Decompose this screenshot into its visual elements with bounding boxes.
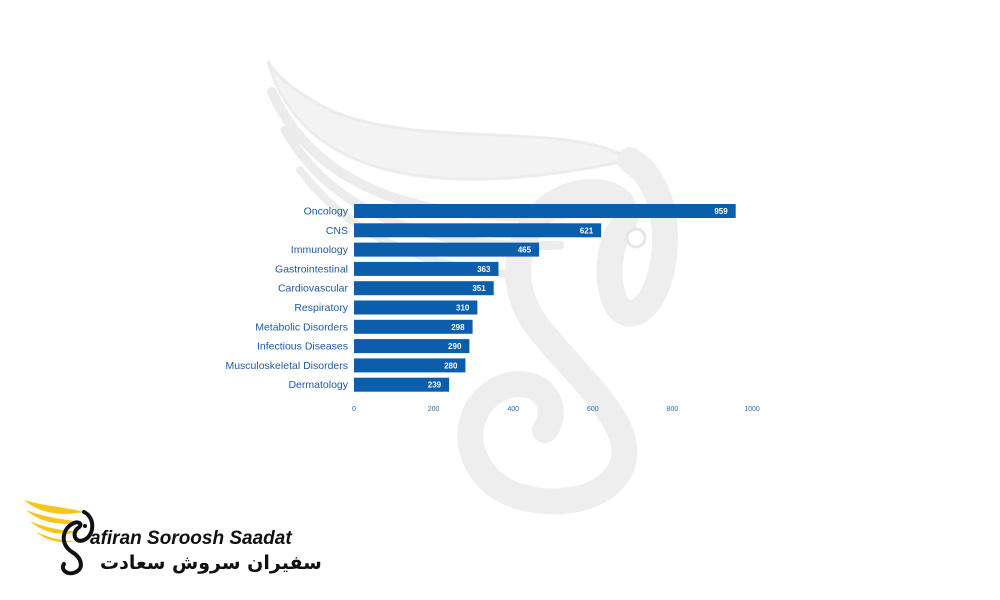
x-tick-label: 200 (428, 406, 440, 413)
x-axis-ticks: 0 200 400 600 800 1000 (352, 406, 760, 413)
value-label: 363 (477, 265, 491, 274)
category-label: Infectious Diseases (257, 341, 348, 353)
category-label: Gastrointestinal (275, 263, 348, 275)
category-label: Immunology (291, 244, 349, 256)
x-tick-label: 1000 (744, 406, 760, 413)
value-label: 239 (428, 381, 442, 390)
category-label: Oncology (304, 206, 349, 218)
bars-layer (354, 204, 736, 392)
bar-infectious-diseases (354, 339, 470, 354)
x-tick-label: 400 (507, 406, 519, 413)
value-label: 298 (451, 323, 465, 332)
value-label: 351 (472, 284, 486, 293)
category-label: Cardiovascular (278, 283, 349, 295)
bar-respiratory (354, 300, 478, 315)
logo-wing-emblem-icon (24, 500, 95, 576)
value-label: 290 (448, 342, 462, 351)
bar-gastrointestinal (354, 261, 499, 276)
bar-oncology (354, 204, 736, 218)
category-label: Metabolic Disorders (255, 321, 348, 333)
bar-cardiovascular (354, 281, 494, 296)
category-label: CNS (326, 225, 348, 237)
value-label: 465 (518, 246, 532, 255)
bar-musculoskeletal-disorders (354, 358, 466, 373)
value-label: 310 (456, 304, 470, 313)
category-label: Dermatology (288, 379, 348, 391)
value-label: 280 (444, 361, 458, 370)
category-labels: Oncology CNS Immunology Gastrointestinal Car… (225, 206, 348, 392)
x-tick-label: 800 (667, 406, 679, 413)
company-logo: afiran Soroosh Saadat سفیران سروش سعادت (22, 494, 322, 584)
bar-immunology (354, 242, 540, 257)
value-label: 621 (580, 226, 594, 235)
bar-metabolic-disorders (354, 319, 473, 334)
bar-dermatology (354, 377, 450, 392)
category-label: Musculoskeletal Disorders (225, 360, 348, 372)
value-labels: 959 621 465 363 351 310 298 290 280 239 (428, 207, 728, 390)
logo-name-english: afiran Soroosh Saadat (90, 528, 292, 549)
x-tick-label: 0 (352, 406, 356, 413)
logo-name-persian: سفیران سروش سعادت (100, 552, 322, 574)
value-label: 959 (714, 207, 728, 216)
bar-cns (354, 223, 602, 238)
x-tick-label: 600 (587, 406, 599, 413)
category-label: Respiratory (294, 302, 348, 314)
